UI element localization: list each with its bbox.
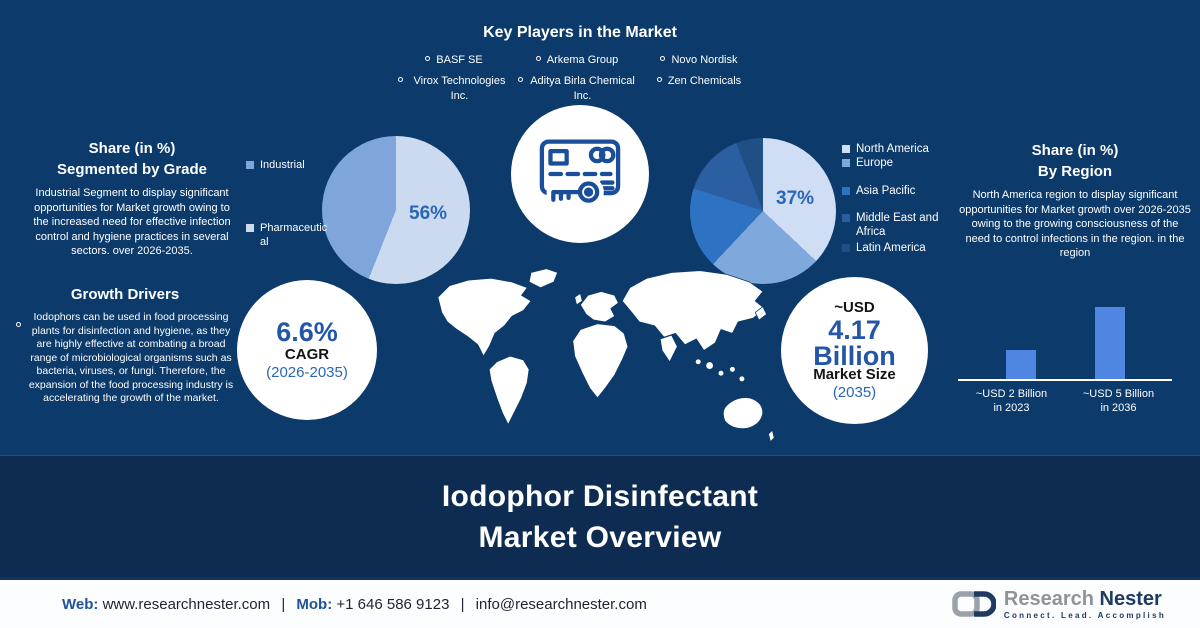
key-player-item: Arkema Group	[518, 53, 636, 67]
legend-swatch	[246, 224, 254, 232]
legend-swatch	[842, 187, 850, 195]
key-player-label: Zen Chemicals	[667, 75, 742, 88]
legend-swatch	[842, 145, 850, 153]
market-size-badge: ~USD 4.17 Billion Market Size (2035)	[781, 277, 928, 424]
legend-label: Europe	[856, 157, 894, 169]
key-players-list: BASF SE Arkema Group Novo Nordisk Virox …	[398, 53, 762, 103]
bullet-icon	[535, 56, 541, 61]
legend-swatch	[246, 161, 254, 169]
cagr-badge: 6.6% CAGR (2026-2035)	[237, 280, 377, 420]
cagr-value: 6.6%	[276, 317, 338, 347]
legend-label: Pharmaceutical	[260, 222, 328, 248]
grade-pie-legend: Industrial Pharmaceutical	[246, 158, 332, 249]
region-title-line2: By Region	[1037, 163, 1113, 180]
key-player-item: Zen Chemicals	[644, 74, 754, 103]
region-section: Share (in %) By Region North America reg…	[958, 140, 1192, 261]
logo-text: Research Nester Connect. Lead. Accomplis…	[1004, 589, 1166, 620]
bullet-icon	[16, 322, 21, 327]
legend-item-north-america: North America	[842, 142, 942, 156]
market-size-prefix: ~USD	[834, 299, 875, 316]
key-player-label: Virox Technologies Inc.	[413, 75, 506, 102]
world-map	[437, 268, 775, 442]
grade-title-line1: Share (in %)	[88, 140, 176, 157]
chain-link-icon	[952, 591, 996, 617]
growth-drivers-section: Growth Drivers Iodophors can be used in …	[14, 284, 236, 406]
page-title-line1: Iodophor Disinfectant	[441, 479, 759, 513]
grade-title-line2: Segmented by Grade	[56, 161, 208, 178]
legend-item-industrial: Industrial	[246, 158, 332, 172]
growth-drivers-title: Growth Drivers	[70, 286, 180, 303]
bar-2036	[1094, 307, 1125, 379]
market-size-bar-chart: ~USD 2 Billion in 2023 ~USD 5 Billion in…	[958, 297, 1172, 415]
legend-item-latin-america: Latin America	[842, 241, 942, 255]
web-label: Web:	[62, 595, 99, 613]
separator: |	[460, 595, 465, 613]
title-banner: Iodophor Disinfectant Market Overview	[0, 455, 1200, 577]
legend-label: Middle East and Africa	[856, 212, 939, 238]
market-size-year: (2035)	[832, 384, 877, 401]
region-pie-legend: North America Europe Asia Pacific Middle…	[842, 142, 942, 255]
bar-label-2036: ~USD 5 Billion in 2036	[1082, 388, 1155, 414]
legend-label: Asia Pacific	[856, 185, 916, 197]
key-player-label: BASF SE	[436, 54, 483, 66]
key-players-title: Key Players in the Market	[483, 24, 677, 41]
website-url: www.researchnester.com	[102, 595, 271, 613]
legend-label: Latin America	[856, 242, 926, 254]
legend-item-asia-pacific: Asia Pacific	[842, 184, 942, 198]
key-player-label: Arkema Group	[546, 54, 619, 66]
legend-swatch	[842, 244, 850, 252]
region-pie-callout: 37%	[776, 188, 815, 209]
market-size-value: 4.17	[828, 315, 881, 345]
footer: Web: www.researchnester.com | Mob: +1 64…	[0, 577, 1200, 628]
page-title-line2: Market Overview	[478, 520, 722, 554]
research-nester-logo: Research Nester Connect. Lead. Accomplis…	[950, 588, 1166, 620]
key-players-section: Key Players in the Market BASF SE Arkema…	[398, 24, 762, 103]
key-player-label: Aditya Birla Chemical Inc.	[530, 75, 635, 102]
key-player-item: BASF SE	[398, 53, 510, 67]
grade-pie-chart	[322, 136, 470, 284]
grade-body: Industrial Segment to display significan…	[33, 187, 231, 257]
key-player-item: Aditya Birla Chemical Inc.	[518, 74, 636, 103]
logo-word-research: Research	[1003, 587, 1094, 610]
bullet-icon	[518, 77, 523, 83]
card-key-icon	[539, 139, 621, 208]
grade-section: Share (in %) Segmented by Grade Industri…	[28, 138, 236, 259]
legend-item-europe: Europe	[842, 156, 942, 170]
region-body: North America region to display signific…	[959, 189, 1191, 259]
key-player-label: Novo Nordisk	[671, 54, 738, 66]
legend-item-middle-east-africa: Middle East and Africa	[842, 211, 942, 239]
legend-label: North America	[856, 143, 929, 155]
separator: |	[281, 595, 286, 613]
market-size-label: Market Size	[813, 366, 896, 383]
bullet-icon	[398, 77, 403, 83]
cagr-label: CAGR	[284, 346, 330, 363]
phone-number: +1 646 586 9123	[336, 595, 450, 613]
email-address: info@researchnester.com	[475, 595, 647, 613]
bullet-icon	[425, 56, 431, 61]
key-player-item: Virox Technologies Inc.	[398, 74, 510, 103]
bullet-icon	[656, 77, 662, 83]
logo-word-nester: Nester	[1099, 587, 1162, 610]
legend-item-pharmaceutical: Pharmaceutical	[246, 221, 332, 249]
logo-tagline: Connect. Lead. Accomplish	[1003, 610, 1166, 620]
bar-label-2023: ~USD 2 Billion in 2023	[975, 388, 1048, 414]
region-title-line1: Share (in %)	[1031, 142, 1119, 159]
contact-info: Web: www.researchnester.com | Mob: +1 64…	[62, 596, 647, 613]
bar-2023	[1005, 350, 1036, 379]
key-player-item: Novo Nordisk	[644, 53, 754, 67]
bar-chart-plot-area	[958, 297, 1172, 381]
card-key-icon-circle	[511, 105, 649, 243]
region-pie-chart	[690, 138, 836, 284]
legend-swatch	[842, 214, 850, 222]
growth-drivers-body: Iodophors can be used in food processing…	[28, 311, 234, 404]
grade-pie-callout: 56%	[409, 203, 448, 224]
mobile-label: Mob:	[296, 595, 333, 613]
legend-swatch	[842, 159, 850, 167]
market-size-unit: Billion	[813, 341, 896, 371]
cagr-period: (2026-2035)	[266, 364, 348, 381]
legend-label: Industrial	[260, 159, 305, 171]
bullet-icon	[660, 56, 666, 61]
